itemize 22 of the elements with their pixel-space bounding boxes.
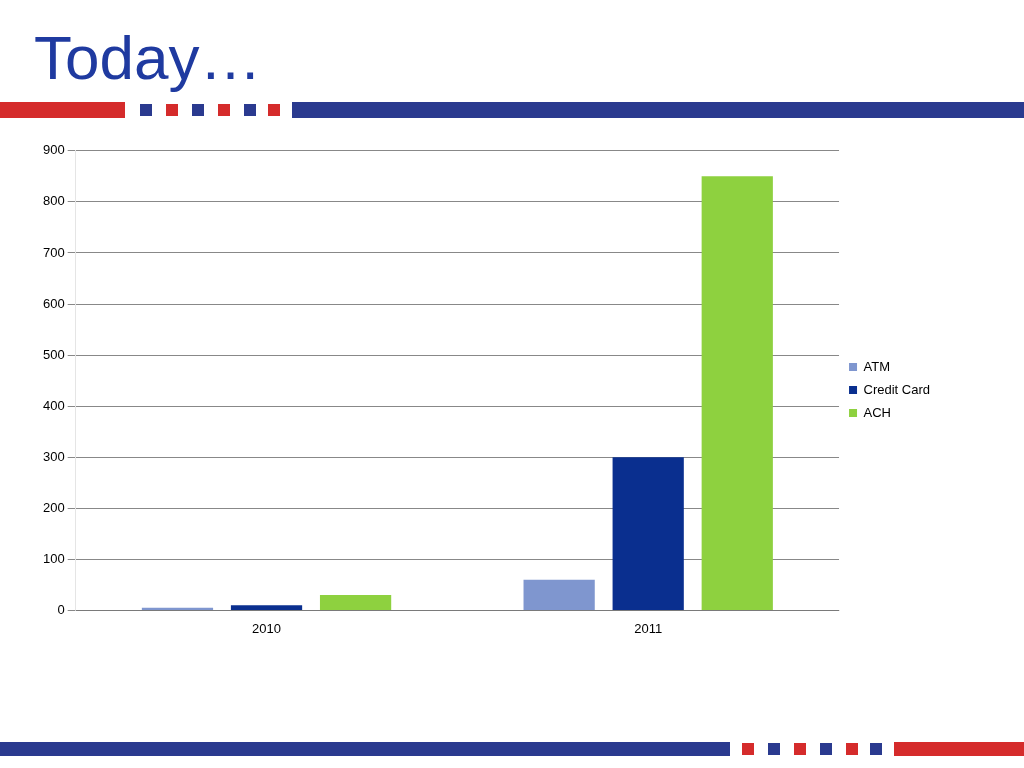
x-tick-label: 2010 [252, 620, 281, 636]
y-tick-label: 300 [42, 448, 65, 464]
bar [319, 595, 392, 610]
x-tick-label: 2011 [634, 620, 663, 636]
bar [230, 605, 303, 610]
legend-label: Credit Card [863, 381, 930, 397]
y-tick-label: 400 [42, 397, 65, 413]
legend-label: ATM [863, 358, 891, 374]
bar [701, 176, 773, 610]
y-tick-label: 100 [42, 550, 65, 566]
y-tick-label: 500 [42, 346, 65, 362]
y-tick-label: 800 [42, 193, 65, 209]
y-tick-label: 700 [42, 244, 65, 260]
bar [523, 579, 595, 610]
chart-title: Today… [34, 22, 262, 93]
bar [141, 607, 214, 610]
y-tick-label: 0 [57, 601, 65, 617]
y-tick-label: 900 [42, 142, 65, 158]
bar [612, 457, 684, 610]
y-tick-label: 200 [42, 499, 65, 515]
y-tick-label: 600 [42, 295, 65, 311]
legend-label: ACH [863, 404, 891, 420]
